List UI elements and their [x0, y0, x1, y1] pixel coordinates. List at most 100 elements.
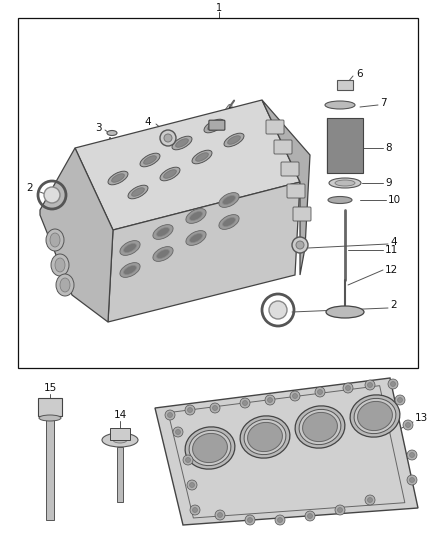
Circle shape — [365, 495, 375, 505]
Polygon shape — [40, 148, 113, 322]
Ellipse shape — [157, 249, 170, 259]
FancyBboxPatch shape — [293, 207, 311, 221]
Circle shape — [268, 398, 272, 402]
Text: 14: 14 — [113, 410, 127, 420]
Bar — [18, 18, 418, 368]
Ellipse shape — [354, 398, 396, 434]
Circle shape — [186, 457, 191, 463]
Ellipse shape — [190, 233, 202, 243]
FancyBboxPatch shape — [209, 120, 225, 130]
Circle shape — [296, 241, 304, 249]
Text: 4: 4 — [390, 237, 397, 247]
Circle shape — [192, 507, 198, 513]
Ellipse shape — [223, 196, 235, 205]
Text: 7: 7 — [380, 98, 387, 108]
Circle shape — [215, 510, 225, 520]
Ellipse shape — [335, 180, 355, 186]
Bar — [117, 447, 123, 502]
Ellipse shape — [228, 136, 240, 144]
Circle shape — [167, 413, 173, 417]
Circle shape — [365, 380, 375, 390]
Ellipse shape — [128, 185, 148, 199]
Ellipse shape — [46, 229, 64, 251]
Ellipse shape — [223, 217, 235, 227]
Ellipse shape — [326, 306, 364, 318]
Circle shape — [407, 475, 417, 485]
Ellipse shape — [39, 415, 61, 421]
Circle shape — [338, 507, 343, 513]
Ellipse shape — [51, 254, 69, 276]
Text: 2: 2 — [27, 183, 33, 193]
Ellipse shape — [186, 208, 206, 223]
Circle shape — [183, 455, 193, 465]
Ellipse shape — [112, 174, 124, 182]
Circle shape — [187, 408, 192, 413]
Polygon shape — [38, 398, 62, 416]
Circle shape — [173, 427, 183, 437]
Circle shape — [398, 398, 403, 402]
Circle shape — [176, 430, 180, 434]
Polygon shape — [110, 428, 130, 440]
Circle shape — [278, 518, 283, 522]
FancyBboxPatch shape — [274, 140, 292, 154]
Text: 1: 1 — [216, 3, 222, 13]
Circle shape — [275, 515, 285, 525]
Ellipse shape — [189, 430, 231, 466]
Text: 12: 12 — [385, 265, 398, 275]
Circle shape — [395, 395, 405, 405]
Ellipse shape — [132, 188, 145, 196]
Ellipse shape — [350, 395, 400, 437]
Ellipse shape — [102, 433, 138, 447]
Ellipse shape — [204, 119, 224, 133]
Ellipse shape — [120, 263, 140, 277]
Ellipse shape — [192, 150, 212, 164]
Text: 8: 8 — [385, 143, 392, 153]
Circle shape — [187, 480, 197, 490]
Circle shape — [44, 187, 60, 203]
Circle shape — [247, 518, 252, 522]
Ellipse shape — [219, 215, 239, 229]
Ellipse shape — [164, 170, 177, 178]
Ellipse shape — [108, 171, 128, 185]
Circle shape — [307, 513, 312, 519]
Circle shape — [190, 482, 194, 488]
Text: 6: 6 — [357, 69, 363, 79]
Ellipse shape — [186, 231, 206, 245]
Ellipse shape — [113, 437, 127, 443]
Circle shape — [406, 423, 410, 427]
Ellipse shape — [208, 122, 220, 130]
Circle shape — [265, 395, 275, 405]
Circle shape — [305, 511, 315, 521]
Circle shape — [269, 301, 287, 319]
Text: 4: 4 — [145, 117, 151, 127]
Text: 10: 10 — [388, 195, 401, 205]
Ellipse shape — [303, 413, 337, 442]
Ellipse shape — [295, 406, 345, 448]
Text: 5: 5 — [227, 107, 233, 117]
Circle shape — [410, 478, 414, 482]
Ellipse shape — [176, 139, 188, 147]
FancyBboxPatch shape — [266, 120, 284, 134]
Ellipse shape — [357, 401, 392, 431]
Ellipse shape — [153, 224, 173, 239]
Ellipse shape — [124, 244, 136, 253]
FancyBboxPatch shape — [287, 184, 305, 198]
Circle shape — [343, 383, 353, 393]
Ellipse shape — [299, 409, 341, 445]
Circle shape — [160, 130, 176, 146]
Circle shape — [164, 134, 172, 142]
Text: 13: 13 — [415, 413, 428, 423]
Ellipse shape — [190, 212, 202, 221]
Ellipse shape — [107, 131, 117, 135]
Circle shape — [367, 383, 372, 387]
Ellipse shape — [185, 427, 235, 469]
Circle shape — [335, 505, 345, 515]
Ellipse shape — [172, 136, 192, 150]
Ellipse shape — [196, 153, 208, 161]
Ellipse shape — [325, 101, 355, 109]
Text: 2: 2 — [390, 300, 397, 310]
Text: 9: 9 — [385, 178, 392, 188]
Circle shape — [218, 513, 223, 518]
Circle shape — [346, 385, 350, 391]
Ellipse shape — [56, 274, 74, 296]
